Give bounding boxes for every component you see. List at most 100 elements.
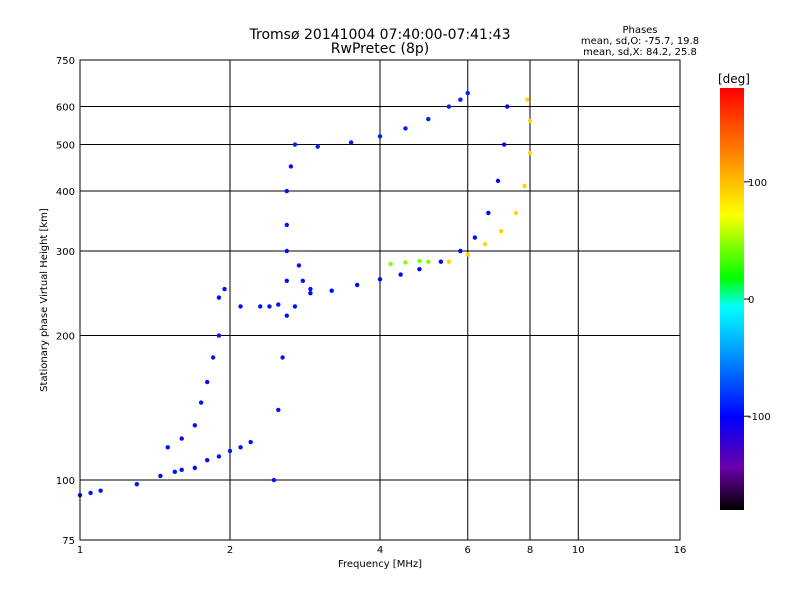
chart-title: Tromsø 20141004 07:40:00-07:41:43	[249, 27, 511, 43]
colorbar-label: [deg]	[718, 72, 750, 86]
data-point	[179, 436, 184, 441]
data-point	[204, 379, 210, 385]
y-tick-label: 100	[56, 476, 75, 487]
data-point	[417, 258, 422, 264]
data-point	[308, 286, 313, 292]
stats-heading: Phases	[622, 25, 657, 36]
data-point	[210, 355, 216, 360]
data-point	[354, 282, 360, 288]
data-point	[134, 482, 139, 487]
data-point	[403, 126, 408, 131]
data-point	[377, 134, 383, 139]
data-point	[465, 252, 470, 257]
data-point	[292, 142, 298, 147]
data-point	[267, 304, 272, 309]
colorbar-tick-label: 0	[748, 295, 754, 306]
data-point	[388, 261, 393, 267]
data-point	[227, 448, 233, 454]
y-axis-ticks: 75 100 200 300 400 500 600 750	[56, 56, 75, 547]
chart-subtitle: RwPretec (8p)	[331, 41, 429, 57]
data-point	[204, 457, 210, 463]
x-tick-label: 2	[227, 545, 233, 556]
data-point	[498, 228, 504, 234]
data-point	[258, 304, 263, 309]
data-point	[271, 477, 277, 483]
x-tick-label: 16	[674, 545, 687, 556]
data-point	[179, 467, 184, 473]
data-point	[348, 140, 354, 145]
data-point	[238, 445, 243, 450]
data-point	[308, 291, 313, 296]
data-point	[329, 288, 334, 293]
data-point	[504, 104, 510, 109]
y-axis-label: Stationary phase Virtual Height [km]	[39, 208, 50, 392]
y-tick-label: 600	[56, 103, 75, 114]
data-point	[465, 90, 470, 96]
data-point	[525, 97, 530, 102]
data-point	[522, 183, 527, 189]
data-point	[192, 465, 198, 471]
grid-lines	[80, 60, 680, 540]
data-point	[486, 210, 491, 216]
data-point	[172, 469, 178, 475]
x-tick-label: 10	[572, 545, 585, 556]
data-point	[315, 144, 320, 149]
data-point	[426, 259, 431, 264]
data-point	[438, 259, 444, 264]
data-point	[501, 142, 507, 147]
data-point	[458, 97, 463, 102]
x-axis-ticks: 1 2 4 6 8 10 16	[77, 545, 687, 556]
y-tick-label: 500	[56, 141, 75, 152]
data-point	[276, 302, 281, 307]
data-points	[77, 90, 533, 498]
colorbar-tick-label: 100	[748, 178, 767, 189]
data-point	[527, 118, 533, 124]
data-point	[398, 272, 403, 277]
data-point	[513, 210, 519, 216]
colorbar-ticks: 100 0 -100	[744, 178, 771, 423]
y-tick-label: 75	[62, 536, 75, 547]
data-point	[472, 235, 478, 240]
data-point	[216, 454, 222, 459]
data-point	[192, 423, 198, 428]
data-point	[446, 104, 452, 109]
data-point	[88, 490, 93, 496]
x-tick-label: 6	[465, 545, 471, 556]
data-point	[222, 286, 227, 292]
data-point	[300, 278, 306, 284]
data-point	[284, 313, 289, 318]
data-point	[426, 116, 431, 122]
data-point	[280, 355, 285, 360]
data-point	[276, 407, 281, 413]
x-tick-label: 4	[377, 545, 383, 556]
x-axis-label: Frequency [MHz]	[338, 559, 422, 570]
data-point	[284, 188, 289, 194]
data-point	[482, 241, 488, 247]
data-point	[98, 488, 103, 493]
data-point	[288, 164, 294, 169]
colorbar	[720, 88, 744, 510]
data-point	[284, 222, 289, 228]
data-point	[216, 333, 222, 338]
y-tick-label: 750	[56, 56, 75, 67]
data-point	[296, 263, 302, 268]
stats-o-phase: mean, sd,O: -75.7, 19.8	[581, 36, 699, 47]
data-point	[292, 304, 298, 309]
data-point	[198, 400, 204, 405]
data-point	[417, 266, 422, 272]
plot-frame	[79, 59, 681, 541]
data-point	[216, 295, 222, 300]
data-point	[284, 278, 289, 284]
x-tick-label: 1	[77, 545, 83, 556]
data-point	[284, 248, 289, 254]
x-tick-label: 8	[527, 545, 533, 556]
y-tick-label: 300	[56, 247, 75, 258]
stats-x-phase: mean, sd,X: 84.2, 25.8	[583, 47, 697, 58]
data-point	[446, 259, 452, 264]
data-point	[165, 445, 170, 450]
data-point	[238, 304, 243, 309]
data-point	[527, 150, 533, 156]
data-point	[495, 178, 501, 184]
data-point	[377, 277, 383, 282]
